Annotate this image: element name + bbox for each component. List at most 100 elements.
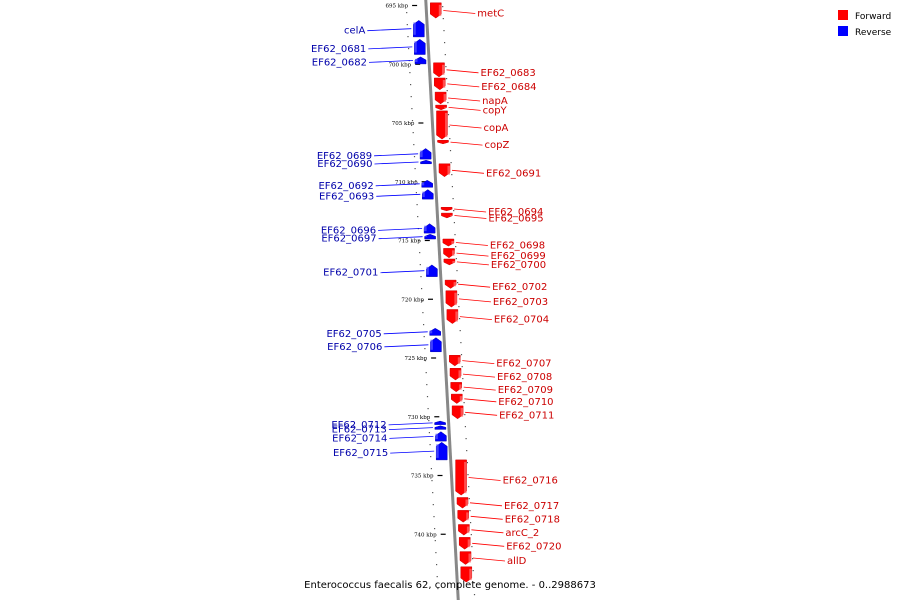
forward-gene-label[interactable]: EF62_0710 — [498, 397, 553, 408]
reverse-gene-label[interactable]: EF62_0696 — [321, 225, 376, 236]
reverse-gene-arrow[interactable] — [424, 234, 436, 240]
forward-gene-arrow[interactable] — [433, 62, 445, 78]
forward-gene-arrow[interactable] — [434, 77, 446, 91]
forward-gene-arrow[interactable] — [458, 524, 470, 536]
forward-gene-label[interactable]: EF62_0703 — [493, 297, 548, 308]
forward-gene-arrow[interactable] — [434, 91, 447, 105]
gene-shade — [459, 396, 463, 402]
forward-gene-label[interactable]: EF62_0698 — [490, 241, 545, 252]
map-caption: Enterococcus faecalis 62, complete genom… — [304, 580, 596, 591]
forward-gene-label[interactable]: EF62_0718 — [505, 514, 560, 525]
reverse-gene-label[interactable]: EF62_0689 — [317, 151, 372, 162]
reverse-gene-label[interactable]: EF62_0681 — [311, 44, 366, 55]
gene-features — [413, 2, 473, 583]
forward-gene-label[interactable]: EF62_0683 — [481, 68, 536, 79]
gene-shade — [429, 330, 433, 334]
gene-label-leader — [390, 450, 435, 454]
forward-gene-label[interactable]: EF62_0717 — [504, 501, 559, 512]
gene-shade — [447, 165, 450, 175]
forward-gene-arrow[interactable] — [443, 258, 456, 266]
forward-gene-label[interactable]: copA — [484, 123, 509, 134]
forward-gene-label[interactable]: EF62_0707 — [496, 359, 551, 370]
forward-gene-arrow[interactable] — [451, 393, 463, 404]
forward-gene-label[interactable]: EF62_0699 — [491, 251, 546, 262]
forward-gene-label[interactable]: EF62_0700 — [491, 260, 546, 271]
reverse-gene-label[interactable]: EF62_0693 — [319, 191, 374, 202]
reverse-gene-label[interactable]: EF62_0692 — [318, 181, 373, 192]
forward-gene-label[interactable]: EF62_0711 — [499, 410, 554, 421]
forward-gene-arrow[interactable] — [449, 368, 462, 381]
gene-shade — [451, 241, 454, 245]
forward-gene-arrow[interactable] — [441, 212, 453, 219]
reverse-gene-label[interactable]: EF62_0705 — [326, 329, 381, 340]
forward-gene-arrow[interactable] — [445, 290, 458, 308]
forward-gene-arrow[interactable] — [446, 309, 459, 324]
forward-gene-arrow[interactable] — [455, 459, 467, 496]
forward-gene-label[interactable]: copY — [483, 105, 508, 116]
gene-label-leader — [388, 422, 433, 426]
forward-gene-label[interactable]: EF62_0704 — [494, 315, 549, 326]
tick-label: 730 kbp — [408, 415, 431, 421]
reverse-gene-arrow[interactable] — [420, 160, 432, 165]
forward-gene-arrow[interactable] — [451, 405, 464, 420]
genome-backbone — [424, 0, 460, 600]
forward-gene-arrow[interactable] — [436, 110, 448, 140]
gene-shade — [420, 150, 423, 158]
forward-gene-arrow[interactable] — [435, 104, 447, 111]
forward-gene-label[interactable]: EF62_0695 — [488, 214, 543, 225]
forward-gene-arrow[interactable] — [443, 248, 455, 259]
gene-shade — [436, 444, 439, 458]
reverse-gene-arrow[interactable] — [434, 420, 446, 425]
forward-gene-label[interactable]: EF62_0691 — [486, 168, 541, 179]
forward-gene-label[interactable]: arcC_2 — [505, 528, 539, 539]
forward-gene-arrow[interactable] — [459, 551, 472, 565]
gene-label-leader — [384, 344, 429, 348]
forward-gene-label[interactable]: metC — [477, 9, 504, 20]
gene-label-leader — [471, 529, 504, 534]
forward-gene-arrow[interactable] — [449, 355, 461, 367]
forward-gene-label[interactable]: EF62_0716 — [503, 476, 558, 487]
gene-shade — [457, 357, 461, 364]
forward-gene-label[interactable]: EF62_0684 — [481, 82, 536, 93]
reverse-gene-label[interactable]: EF62_0690 — [317, 159, 372, 170]
gene-shade — [465, 499, 468, 507]
forward-gene-arrow[interactable] — [438, 163, 451, 178]
forward-gene-label[interactable]: EF62_0694 — [488, 207, 543, 218]
forward-gene-arrow[interactable] — [458, 537, 471, 550]
forward-gene-arrow[interactable] — [457, 510, 469, 523]
gene-label-leader — [458, 283, 491, 288]
gene-label-leader — [380, 270, 425, 274]
tick-label: 705 kbp — [392, 121, 415, 127]
gene-label-leader — [454, 215, 487, 219]
reverse-gene-label[interactable]: EF62_0713 — [332, 425, 387, 436]
reverse-gene-label[interactable]: EF62_0714 — [332, 433, 387, 444]
forward-gene-label[interactable]: allD — [507, 556, 527, 567]
forward-gene-arrow[interactable] — [440, 207, 453, 212]
forward-gene-label[interactable]: EF62_0702 — [492, 282, 547, 293]
reverse-gene-label[interactable]: EF62_0715 — [333, 448, 388, 459]
reverse-gene-label[interactable]: EF62_0682 — [312, 57, 367, 68]
reverse-gene-label[interactable]: EF62_0712 — [331, 420, 386, 431]
gene-shade — [469, 568, 472, 581]
forward-gene-arrow[interactable] — [437, 140, 449, 145]
forward-gene-arrow[interactable] — [430, 2, 442, 19]
gene-label-leader — [375, 183, 420, 187]
reverse-gene-label[interactable]: EF62_0701 — [323, 268, 378, 279]
forward-gene-label[interactable]: EF62_0708 — [497, 372, 552, 383]
gene-label-leader — [448, 97, 481, 102]
forward-gene-label[interactable]: EF62_0709 — [498, 385, 553, 396]
forward-gene-label[interactable]: copZ — [485, 140, 510, 151]
reverse-gene-label[interactable]: celA — [344, 26, 365, 37]
reverse-gene-label[interactable]: EF62_0697 — [321, 234, 376, 245]
forward-gene-arrow[interactable] — [450, 382, 462, 393]
forward-gene-arrow[interactable] — [442, 238, 455, 247]
reverse-gene-label[interactable]: EF62_0706 — [327, 342, 382, 353]
forward-gene-arrow[interactable] — [460, 566, 473, 583]
forward-gene-arrow[interactable] — [444, 279, 457, 289]
forward-gene-label[interactable]: napA — [482, 96, 508, 107]
reverse-gene-arrow[interactable] — [434, 425, 447, 430]
gene-shade — [430, 339, 433, 350]
forward-gene-arrow[interactable] — [456, 497, 469, 509]
forward-gene-label[interactable]: EF62_0720 — [506, 541, 561, 552]
gene-label-leader — [443, 10, 476, 14]
